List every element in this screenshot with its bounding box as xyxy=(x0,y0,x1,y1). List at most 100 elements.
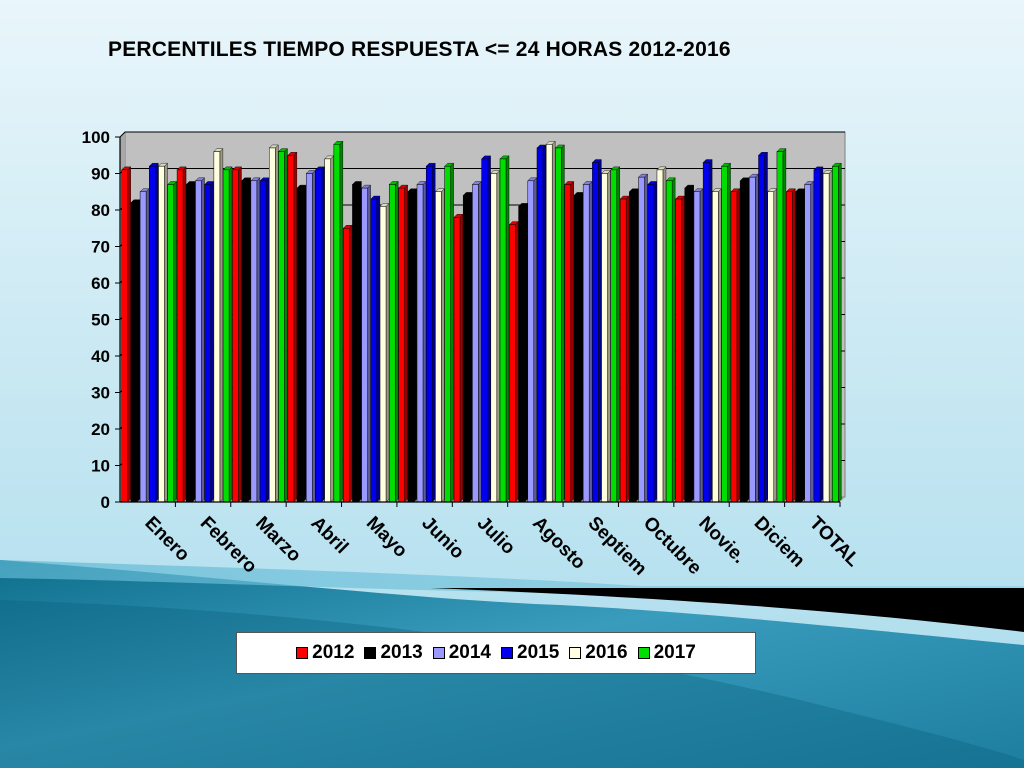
legend-label: 2012 xyxy=(312,642,355,663)
legend-swatch xyxy=(569,647,582,659)
legend-item: 2017 xyxy=(637,642,696,664)
x-tick-label: Junio xyxy=(417,513,468,564)
y-tick-label: 80 xyxy=(91,201,110,220)
bar-Abril-2017 xyxy=(333,140,344,503)
bar-TOTAL-2015 xyxy=(813,166,824,503)
bar-Agosto-2014 xyxy=(527,177,538,503)
bar-Junio-2017 xyxy=(444,162,455,503)
x-tick-label: TOTAL xyxy=(805,513,864,572)
chart-legend: 2012 2013 2014 2015 2016 2017 xyxy=(236,632,756,674)
bar-Mayo-2012 xyxy=(342,224,353,503)
x-tick-label: Agosto xyxy=(528,513,589,574)
bar-Junio-2013 xyxy=(407,188,418,503)
bar-Agosto-2013 xyxy=(518,202,529,503)
x-tick-label: Abril xyxy=(307,513,352,558)
bar-Julio-2014 xyxy=(471,180,482,503)
bar-Febrero-2013 xyxy=(185,180,196,503)
bar-Octubre-2015 xyxy=(647,180,658,503)
bar-TOTAL-2017 xyxy=(831,162,842,503)
bar-Octubre-2016 xyxy=(656,166,667,503)
bar-Abril-2012 xyxy=(287,151,298,503)
y-tick-label: 60 xyxy=(91,274,110,293)
bar-Agosto-2016 xyxy=(545,140,556,503)
y-tick-label: 10 xyxy=(91,457,110,476)
bar-Diciem-2012 xyxy=(730,188,741,503)
bar-Agosto-2015 xyxy=(536,144,547,503)
bar-Marzo-2014 xyxy=(250,177,261,503)
bar-Junio-2014 xyxy=(416,180,427,503)
legend-label: 2016 xyxy=(585,642,628,663)
bar-Febrero-2012 xyxy=(176,166,187,503)
bar-Enero-2015 xyxy=(148,162,159,503)
x-tick-label: Novie. xyxy=(694,513,749,568)
y-tick-label: 0 xyxy=(101,493,110,512)
bar-Novie.-2016 xyxy=(711,188,722,503)
bar-Enero-2017 xyxy=(167,180,178,503)
bar-Febrero-2017 xyxy=(222,166,233,503)
bar-Mayo-2015 xyxy=(370,195,381,503)
bar-Mayo-2013 xyxy=(351,180,362,503)
x-tick-label: Marzo xyxy=(251,513,305,567)
bar-Abril-2016 xyxy=(324,155,335,503)
legend-item: 2012 xyxy=(296,642,354,664)
bar-Julio-2016 xyxy=(490,170,501,503)
chart-title: PERCENTILES TIEMPO RESPUESTA <= 24 HORAS… xyxy=(108,38,731,61)
bar-Octubre-2017 xyxy=(665,177,676,503)
legend-item: 2013 xyxy=(364,642,423,664)
bar-Novie.-2017 xyxy=(721,162,732,503)
bar-Novie.-2014 xyxy=(693,188,704,503)
bar-Septiem-2013 xyxy=(573,191,584,503)
bar-Diciem-2016 xyxy=(767,188,778,503)
bar-Julio-2013 xyxy=(462,191,473,503)
bar-Julio-2015 xyxy=(481,155,492,503)
bar-Enero-2014 xyxy=(139,188,150,503)
legend-swatch xyxy=(296,647,309,659)
bar-Junio-2012 xyxy=(398,184,409,503)
bar-TOTAL-2012 xyxy=(785,188,796,503)
y-tick-label: 50 xyxy=(91,311,110,330)
bar-Mayo-2016 xyxy=(379,202,390,503)
bar-Febrero-2016 xyxy=(213,148,224,503)
legend-swatch xyxy=(364,647,377,659)
y-tick-label: 90 xyxy=(91,165,110,184)
bar-Septiem-2015 xyxy=(591,159,602,503)
bar-Junio-2015 xyxy=(425,162,436,503)
y-tick-label: 40 xyxy=(91,347,110,366)
bar-Septiem-2016 xyxy=(601,170,612,503)
legend-swatch xyxy=(637,647,650,659)
bar-Marzo-2013 xyxy=(241,177,252,503)
bar-Marzo-2015 xyxy=(259,177,270,503)
bar-Abril-2014 xyxy=(305,170,316,503)
bar-Enero-2012 xyxy=(121,166,132,503)
bar-Julio-2012 xyxy=(453,213,464,503)
x-tick-label: Octubre xyxy=(639,513,705,579)
bar-Febrero-2014 xyxy=(194,177,205,503)
bar-Marzo-2016 xyxy=(268,144,279,503)
legend-item: 2016 xyxy=(569,642,628,664)
bar-Agosto-2012 xyxy=(508,221,519,503)
legend-item: 2015 xyxy=(501,642,559,664)
bar-Octubre-2012 xyxy=(619,195,630,503)
bar-Julio-2017 xyxy=(499,155,510,503)
bar-Agosto-2017 xyxy=(554,144,565,503)
x-tick-label: Mayo xyxy=(362,513,411,562)
legend-label: 2015 xyxy=(517,642,560,663)
bar-Enero-2013 xyxy=(130,199,141,503)
bar-Marzo-2012 xyxy=(231,166,242,503)
legend-swatch xyxy=(501,647,513,659)
bar-Mayo-2014 xyxy=(361,184,372,503)
y-tick-label: 30 xyxy=(91,384,110,403)
bar-Diciem-2017 xyxy=(776,148,787,503)
y-tick-label: 70 xyxy=(91,238,110,257)
bar-Marzo-2017 xyxy=(277,148,288,503)
x-tick-label: Febrero xyxy=(196,513,261,578)
bar-Diciem-2014 xyxy=(748,173,759,503)
bar-Diciem-2013 xyxy=(739,177,750,503)
bar-Abril-2013 xyxy=(296,184,307,503)
legend-label: 2014 xyxy=(448,642,491,663)
bar-Novie.-2013 xyxy=(684,184,695,503)
bar-Diciem-2015 xyxy=(758,151,769,503)
bar-Abril-2015 xyxy=(314,166,325,503)
bar-TOTAL-2016 xyxy=(822,170,833,503)
